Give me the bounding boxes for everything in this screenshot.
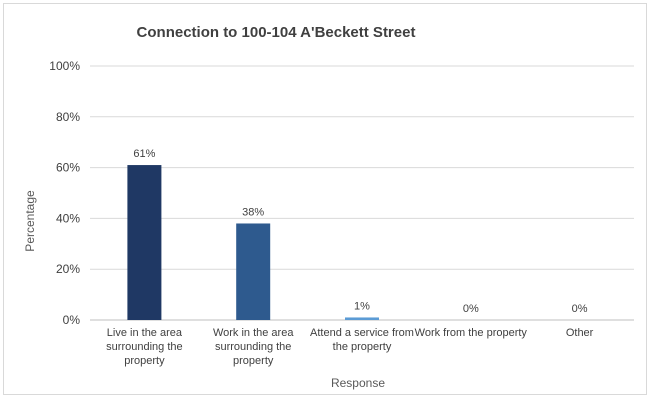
- x-tick-label: Attend a service from the property: [310, 327, 414, 353]
- x-axis-categories: Live in the area surrounding the property W…: [106, 327, 594, 367]
- x-tick-label: Work in the area surrounding the property: [213, 327, 294, 367]
- bar: [236, 223, 271, 320]
- grid-lines: [90, 65, 634, 321]
- chart-frame: Connection to 100-104 A'Beckett Street 0…: [3, 3, 647, 395]
- data-label: 0%: [463, 303, 479, 315]
- x-axis-label: Response: [331, 376, 385, 390]
- y-tick-label: 0%: [63, 313, 81, 327]
- data-label: 38%: [242, 206, 264, 218]
- bar: [127, 165, 162, 320]
- data-label: 0%: [572, 303, 588, 315]
- y-tick-label: 80%: [56, 110, 80, 124]
- data-label: 1%: [354, 300, 370, 312]
- x-tick-label: Other: [566, 327, 594, 339]
- x-tick-label: Work from the property: [415, 327, 528, 339]
- bars: [127, 165, 379, 320]
- bar: [345, 317, 379, 320]
- y-tick-label: 20%: [56, 262, 80, 276]
- y-tick-label: 60%: [56, 161, 80, 175]
- bar-chart: Connection to 100-104 A'Beckett Street 0…: [23, 24, 634, 390]
- y-axis-label: Percentage: [23, 190, 37, 252]
- y-tick-label: 100%: [49, 59, 80, 73]
- y-axis-ticks: 0% 20% 40% 60% 80% 100%: [49, 59, 80, 327]
- y-tick-label: 40%: [56, 211, 80, 225]
- chart-title: Connection to 100-104 A'Beckett Street: [137, 24, 416, 41]
- data-label: 61%: [133, 148, 155, 160]
- data-labels: 61% 38% 1% 0% 0%: [133, 148, 587, 315]
- x-tick-label: Live in the area surrounding the property: [106, 327, 183, 367]
